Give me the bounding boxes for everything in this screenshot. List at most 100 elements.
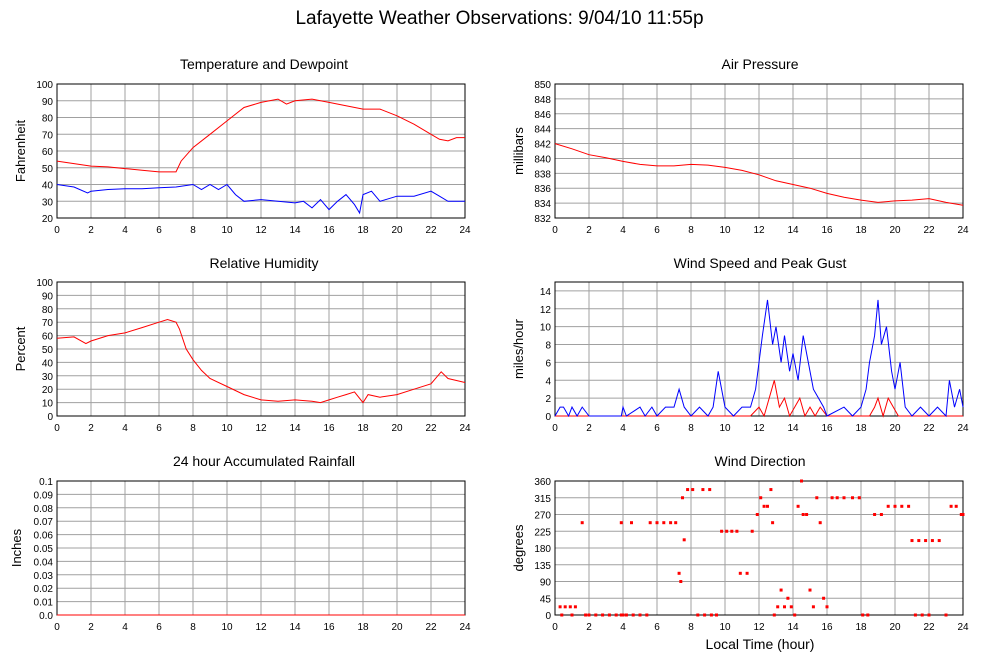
rain-x-tick-label: 4 bbox=[122, 622, 128, 633]
rain-y-tick-label: 0.1 bbox=[39, 477, 53, 488]
humidity-x-tick-label: 4 bbox=[122, 423, 128, 434]
rain-x-tick-label: 22 bbox=[425, 622, 437, 633]
wind_dir-point bbox=[805, 513, 809, 516]
wind_dir-x-tick-label: 6 bbox=[654, 622, 660, 633]
wind_dir-point bbox=[913, 613, 917, 617]
wind_dir-y-tick-label: 135 bbox=[534, 561, 551, 572]
rain-x-tick-label: 12 bbox=[255, 622, 267, 633]
page-title: Lafayette Weather Observations: 9/04/10 … bbox=[295, 8, 704, 29]
wind_speed-x-tick-label: 8 bbox=[688, 423, 694, 434]
wind_speed-y-tick-label: 2 bbox=[545, 394, 551, 405]
wind_speed-x-tick-label: 14 bbox=[787, 423, 799, 434]
humidity-y-tick-label: 80 bbox=[42, 305, 54, 316]
wind_dir-point bbox=[851, 496, 854, 500]
wind_speed-y-tick-label: 4 bbox=[545, 376, 551, 387]
wind_speed-x-tick-label: 4 bbox=[620, 423, 626, 434]
rain-x-tick-label: 2 bbox=[88, 622, 94, 633]
temp-x-tick-label: 10 bbox=[221, 225, 233, 236]
temp-x-tick-label: 18 bbox=[357, 225, 369, 236]
pressure-y-axis-label: millibars bbox=[511, 127, 526, 175]
wind_dir-point bbox=[691, 488, 695, 492]
wind_dir-point bbox=[944, 613, 948, 617]
wind_dir-point bbox=[857, 496, 861, 500]
wind_dir-point bbox=[954, 504, 958, 508]
wind_dir-y-axis-label: degrees bbox=[511, 524, 526, 571]
wind_dir-point bbox=[910, 539, 914, 543]
wind_dir-y-tick-label: 0 bbox=[545, 611, 551, 622]
pressure-x-tick-label: 6 bbox=[654, 225, 660, 236]
wind_dir-point bbox=[900, 504, 904, 508]
temp-y-tick-label: 80 bbox=[42, 114, 54, 125]
pressure-chart-title: Air Pressure bbox=[721, 56, 799, 72]
wind_dir-point bbox=[563, 605, 567, 609]
wind_dir-point bbox=[720, 529, 724, 533]
pressure-x-tick-label: 8 bbox=[688, 225, 694, 236]
temp-y-tick-label: 20 bbox=[42, 214, 54, 225]
pressure-y-tick-label: 844 bbox=[534, 125, 551, 136]
wind_dir-point bbox=[560, 613, 564, 617]
humidity-x-tick-label: 6 bbox=[156, 423, 162, 434]
humidity-x-tick-label: 20 bbox=[391, 423, 403, 434]
temp-x-tick-label: 2 bbox=[88, 225, 94, 236]
temp-series-line bbox=[56, 98, 465, 173]
wind_dir-y-tick-label: 315 bbox=[534, 494, 551, 505]
rain-y-tick-label: 0.05 bbox=[34, 544, 54, 555]
wind-direction-chart-title: Wind Direction bbox=[714, 453, 806, 469]
temp-plot-frame bbox=[56, 83, 466, 219]
wind_dir-point bbox=[772, 613, 776, 617]
wind_dir-point bbox=[701, 488, 705, 492]
wind_dir-point bbox=[601, 613, 605, 617]
wind_dir-point bbox=[893, 504, 897, 508]
pressure-y-tick-label: 848 bbox=[534, 95, 551, 106]
humidity-x-tick-label: 22 bbox=[425, 423, 437, 434]
rain-y-tick-label: 0.0 bbox=[39, 611, 53, 622]
wind_dir-point bbox=[830, 496, 834, 500]
wind_speed-y-axis-label: miles/hour bbox=[511, 318, 526, 379]
wind_dir-point bbox=[949, 504, 953, 508]
wind_speed-y-tick-label: 10 bbox=[540, 323, 552, 334]
wind_speed-x-tick-label: 20 bbox=[889, 423, 901, 434]
wind_speed-y-tick-label: 0 bbox=[545, 412, 551, 423]
wind_dir-point bbox=[800, 479, 803, 483]
wind_dir-x-tick-label: 20 bbox=[889, 622, 901, 633]
wind_dir-point bbox=[638, 613, 642, 617]
wind_dir-point bbox=[715, 613, 718, 617]
rain-x-tick-label: 0 bbox=[54, 622, 60, 633]
wind_dir-point bbox=[808, 588, 812, 592]
temp-x-tick-label: 20 bbox=[391, 225, 403, 236]
temp-x-tick-label: 16 bbox=[323, 225, 335, 236]
wind_dir-point bbox=[655, 521, 659, 525]
rain-y-tick-label: 0.09 bbox=[34, 490, 54, 501]
wind_dir-point bbox=[866, 613, 870, 617]
humidity-y-tick-label: 40 bbox=[42, 358, 54, 369]
wind_dir-point bbox=[796, 504, 800, 508]
humidity-x-tick-label: 8 bbox=[190, 423, 196, 434]
wind_dir-y-tick-label: 225 bbox=[534, 527, 551, 538]
rain-y-tick-label: 0.01 bbox=[34, 598, 54, 609]
wind_dir-point bbox=[835, 496, 839, 500]
wind_dir-point bbox=[762, 504, 766, 508]
wind_dir-point bbox=[861, 613, 865, 617]
humidity-x-tick-label: 10 bbox=[221, 423, 233, 434]
wind_dir-point bbox=[776, 605, 780, 609]
wind_dir-point bbox=[619, 613, 623, 617]
wind_dir-point bbox=[558, 605, 562, 609]
wind_dir-point bbox=[686, 488, 690, 492]
wind_dir-point bbox=[801, 513, 805, 516]
humidity-y-tick-label: 50 bbox=[42, 345, 54, 356]
wind_speed-y-tick-label: 6 bbox=[545, 358, 551, 369]
wind_dir-point bbox=[907, 504, 911, 508]
wind_dir-point bbox=[621, 613, 625, 617]
wind_dir-x-tick-label: 0 bbox=[552, 622, 558, 633]
humidity-y-tick-label: 20 bbox=[42, 385, 54, 396]
wind_dir-point bbox=[709, 613, 713, 617]
wind_dir-point bbox=[584, 613, 588, 617]
wind_dir-x-tick-label: 16 bbox=[821, 622, 833, 633]
wind_dir-point bbox=[924, 539, 928, 543]
wind_speed-y-tick-label: 12 bbox=[540, 305, 552, 316]
wind_dir-point bbox=[587, 613, 591, 617]
wind_dir-point bbox=[879, 513, 883, 516]
temp-y-tick-label: 50 bbox=[42, 164, 54, 175]
wind_dir-point bbox=[789, 605, 793, 609]
